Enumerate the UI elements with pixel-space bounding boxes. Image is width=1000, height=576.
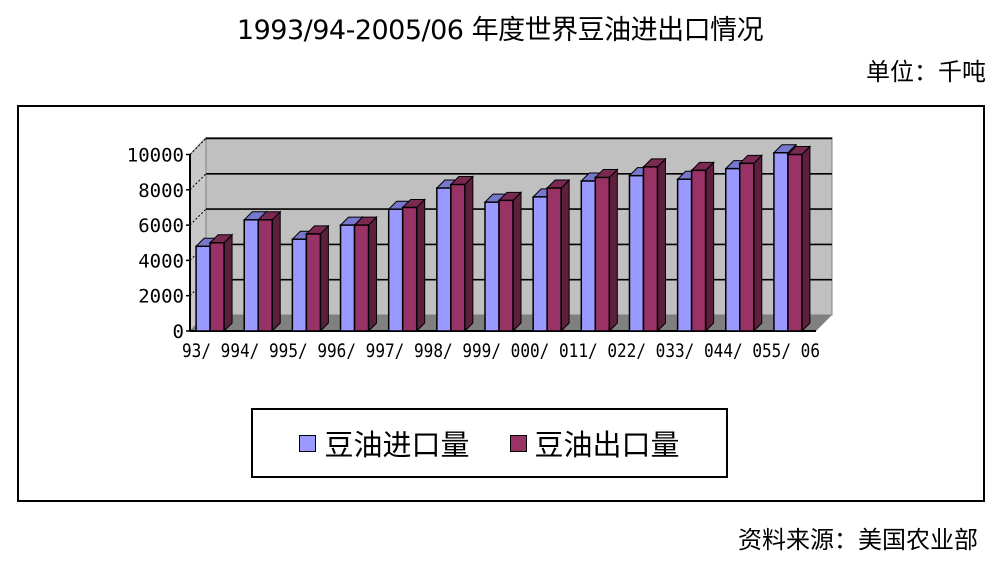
y-tick-label: 10000 (127, 145, 184, 167)
bar-import (387, 208, 404, 332)
legend-item-export: 豆油出口量 (509, 422, 680, 464)
legend-swatch-export (509, 434, 527, 452)
bar-import (484, 201, 500, 332)
bar-export (401, 206, 418, 332)
bar-export-side (753, 154, 763, 333)
bar-export-side (560, 178, 570, 333)
bar-export (739, 162, 755, 332)
bar-import (773, 151, 789, 332)
legend-label-export: 豆油出口量 (534, 428, 680, 462)
bar-export (209, 242, 225, 332)
bar-export (353, 224, 370, 332)
bar-export (787, 153, 803, 332)
bar-import (628, 174, 645, 332)
bar-export-side (512, 191, 522, 333)
bar-import (580, 180, 597, 332)
bar-import (676, 178, 693, 332)
bar-export-side (223, 233, 233, 333)
bar-export (642, 166, 659, 332)
y-tick-label: 6000 (138, 215, 184, 237)
y-tick-label: 0 (173, 321, 184, 343)
bar-export-side (368, 215, 378, 333)
y-tick-label: 4000 (138, 250, 184, 272)
chart-title: 1993/94-2005/06 年度世界豆油进出口情况 (236, 15, 764, 46)
bar-export (546, 187, 562, 332)
bar-import (725, 167, 741, 332)
bar-import (195, 245, 211, 332)
bar-export-side (319, 224, 329, 333)
legend: 豆油进口量 豆油出口量 (251, 408, 728, 478)
bar-export (690, 169, 707, 332)
plot-area: 0 2000 4000 6000 8000 10000 93/ 994/ 995/ 996/… (127, 136, 833, 362)
bar-export (305, 233, 322, 332)
legend-item-import: 豆油进口量 (299, 422, 470, 464)
legend-swatch-import (299, 434, 317, 452)
bar-import (436, 187, 452, 332)
bar-export (594, 176, 611, 332)
bar-export-side (608, 168, 618, 333)
bar-import (532, 196, 548, 332)
x-tick-labels: 93/ 994/ 995/ 996/ 997/ 998/ 999/ 000/ 0… (182, 340, 820, 362)
bar-import (291, 238, 308, 332)
bar-export-side (271, 210, 281, 333)
bar-export-side (416, 198, 426, 333)
bar-import (243, 219, 259, 332)
bar-export (257, 219, 273, 332)
bar-export-side (464, 175, 474, 333)
chart-frame: 0 2000 4000 6000 8000 10000 93/ 994/ 995/ 996/… (17, 105, 985, 502)
bar-export-side (801, 145, 811, 333)
y-tick-label: 8000 (138, 180, 184, 202)
source-note: 资料来源：美国农业部 (738, 526, 978, 554)
y-tick-label: 2000 (138, 286, 184, 308)
bar-export-side (656, 157, 666, 333)
unit-label: 单位：千吨 (866, 58, 986, 86)
bar-export (498, 199, 514, 332)
bar-export-side (705, 161, 715, 333)
bar-export (450, 183, 466, 332)
legend-label-import: 豆油进口量 (324, 428, 470, 462)
bar-import (339, 224, 356, 332)
